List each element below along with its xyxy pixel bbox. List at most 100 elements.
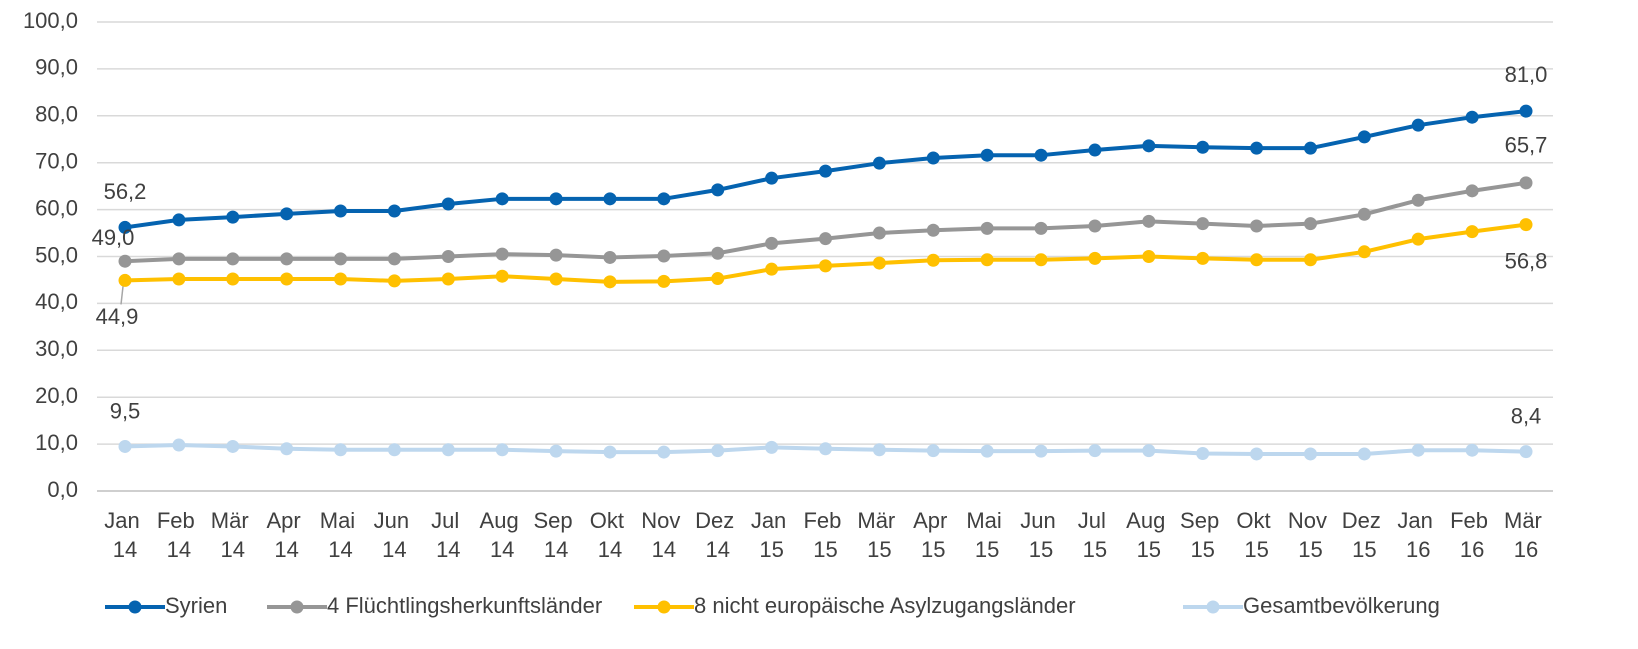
x-tick-month: Aug	[1126, 508, 1171, 533]
x-tick-month: Nov	[641, 508, 686, 533]
data-point	[765, 236, 779, 250]
x-tick-month: Aug	[480, 508, 525, 533]
data-point	[765, 171, 779, 185]
data-point	[1196, 217, 1210, 231]
y-tick-label: 20,0	[35, 383, 78, 408]
legend-label: 8 nicht europäische Asylzugangsländer	[694, 593, 1076, 618]
data-point	[1465, 443, 1479, 457]
data-point	[1088, 219, 1102, 233]
x-tick-month: Jun	[1020, 508, 1062, 533]
data-point	[603, 445, 617, 459]
x-tick-label: Okt 15	[1236, 508, 1276, 562]
data-point	[980, 444, 994, 458]
data-point	[387, 443, 401, 457]
data-point	[765, 262, 779, 276]
x-tick-label: Mär 16	[1504, 508, 1548, 562]
x-tick-year: 14	[490, 537, 514, 562]
data-point	[1034, 148, 1048, 162]
data-point	[280, 272, 294, 286]
data-point	[172, 438, 186, 452]
data-point	[711, 246, 725, 260]
data-label: 81,0	[1505, 62, 1548, 87]
x-tick-month: Apr	[913, 508, 953, 533]
data-point	[1303, 141, 1317, 155]
data-point	[1357, 245, 1371, 259]
x-tick-label: Jan 16	[1397, 508, 1439, 562]
x-tick-year: 14	[274, 537, 298, 562]
data-point	[441, 250, 455, 263]
legend-marker	[128, 600, 142, 614]
x-tick-year: 14	[544, 537, 568, 562]
data-point	[872, 156, 886, 170]
data-point	[657, 274, 671, 288]
x-tick-label: Mai 15	[966, 508, 1008, 562]
data-point	[226, 210, 240, 224]
legend-marker	[1206, 600, 1220, 614]
x-tick-label: Sep 14	[533, 508, 578, 562]
data-point	[1357, 447, 1371, 461]
data-point	[1357, 130, 1371, 144]
x-tick-label: Okt 14	[590, 508, 630, 562]
x-tick-year: 15	[813, 537, 837, 562]
x-tick-label: Feb 15	[803, 508, 847, 562]
data-point	[926, 151, 940, 165]
y-tick-label: 70,0	[35, 149, 78, 174]
x-tick-month: Mai	[320, 508, 362, 533]
data-point	[334, 272, 348, 286]
x-tick-label: Jun 15	[1020, 508, 1062, 562]
data-point	[280, 442, 294, 456]
x-tick-label: Jun 14	[374, 508, 416, 562]
legend-label: 4 Flüchtlingsherkunftsländer	[327, 593, 602, 618]
data-point	[172, 252, 186, 266]
data-point	[872, 443, 886, 457]
x-tick-year: 15	[1352, 537, 1376, 562]
x-tick-month: Feb	[1450, 508, 1494, 533]
data-point	[1303, 217, 1317, 231]
x-tick-month: Jun	[374, 508, 416, 533]
y-tick-label: 0,0	[47, 477, 78, 502]
data-point	[1142, 214, 1156, 228]
x-tick-label: Aug 14	[480, 508, 525, 562]
data-point	[711, 183, 725, 197]
data-point	[1034, 253, 1048, 267]
data-point	[1411, 443, 1425, 457]
x-tick-year: 15	[1244, 537, 1268, 562]
x-tick-year: 15	[975, 537, 999, 562]
x-tick-year: 15	[1137, 537, 1161, 562]
x-tick-label: Jul 15	[1078, 508, 1112, 562]
legend-marker	[290, 600, 304, 614]
x-tick-year: 15	[1083, 537, 1107, 562]
x-tick-month: Nov	[1288, 508, 1333, 533]
data-point	[1465, 184, 1479, 198]
data-point	[657, 192, 671, 206]
data-point	[603, 275, 617, 289]
x-tick-label: Mär 14	[211, 508, 255, 562]
data-point	[226, 439, 240, 453]
data-point	[819, 259, 832, 273]
data-point	[980, 253, 994, 267]
data-point	[1519, 445, 1533, 459]
data-point	[118, 439, 132, 453]
x-tick-label: Feb 14	[157, 508, 201, 562]
x-tick-year: 16	[1460, 537, 1484, 562]
data-point	[819, 164, 832, 178]
data-point	[495, 247, 509, 261]
data-point	[1196, 140, 1210, 154]
data-point	[226, 272, 240, 286]
data-label: 56,2	[104, 179, 147, 204]
data-point	[1088, 143, 1102, 157]
data-point	[495, 192, 509, 206]
data-point	[387, 274, 401, 288]
data-label: 8,4	[1511, 403, 1542, 428]
x-tick-month: Okt	[590, 508, 630, 533]
data-point	[172, 213, 186, 227]
x-tick-year: 15	[921, 537, 945, 562]
data-point	[603, 192, 617, 206]
data-point	[118, 254, 132, 268]
x-tick-label: Nov 15	[1288, 508, 1333, 562]
x-tick-label: Sep 15	[1180, 508, 1225, 562]
data-point	[657, 249, 671, 263]
x-tick-year: 15	[759, 537, 783, 562]
data-point	[226, 252, 240, 266]
